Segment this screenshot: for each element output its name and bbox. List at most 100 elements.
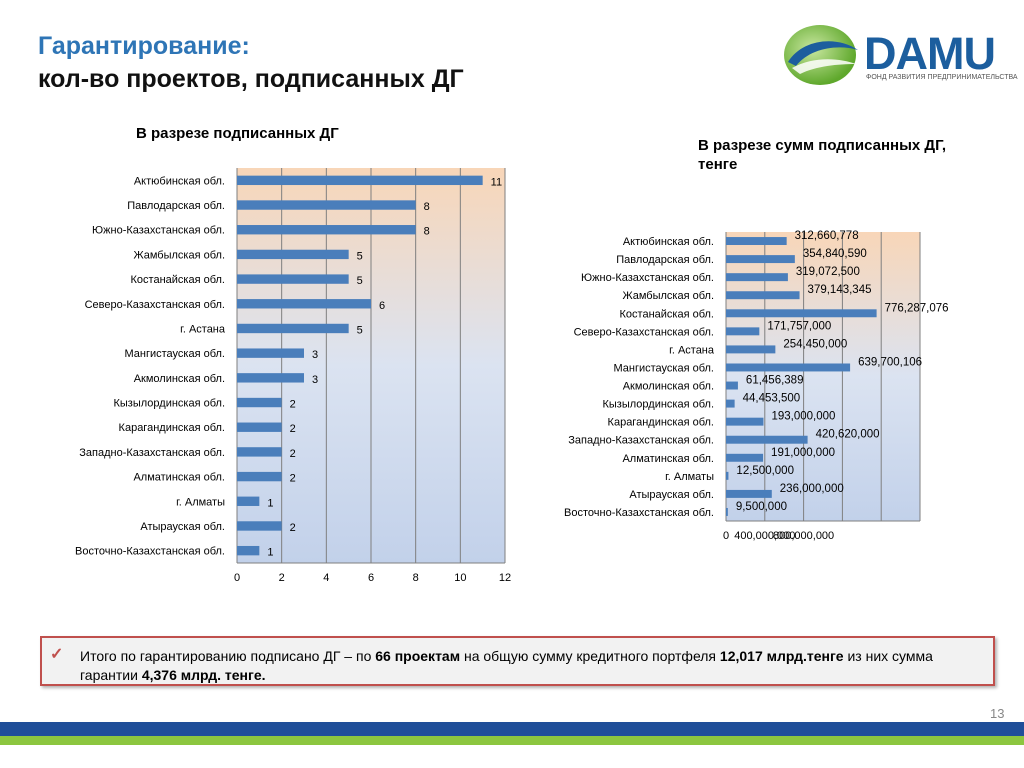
data-label: 776,287,076	[885, 302, 949, 314]
x-tick-label: 400,000,000	[734, 530, 795, 542]
bar	[726, 435, 808, 444]
bar	[237, 348, 304, 358]
category-label: Акмолинская обл.	[134, 373, 225, 385]
right-heading-line2: тенге	[698, 156, 738, 173]
category-label: Костанайская обл.	[620, 308, 714, 320]
category-label: г. Астана	[669, 344, 715, 356]
summary-text: Итого по гарантированию подписано ДГ – п…	[80, 647, 990, 685]
category-label: г. Астана	[180, 323, 226, 335]
category-label: Кызылординская обл.	[602, 399, 714, 411]
bar	[237, 521, 282, 531]
data-label: 379,143,345	[808, 284, 872, 296]
category-label: Южно-Казахстанская обл.	[92, 225, 225, 237]
bar	[237, 323, 349, 334]
data-label: 1	[267, 547, 273, 559]
data-label: 639,700,106	[858, 356, 922, 368]
bar	[237, 496, 260, 506]
bar	[237, 545, 260, 556]
bar	[237, 175, 483, 186]
data-label: 12,500,000	[736, 465, 794, 477]
data-label: 9,500,000	[736, 501, 787, 513]
data-label: 6	[379, 300, 385, 312]
bar	[726, 291, 800, 300]
data-label: 2	[290, 423, 296, 435]
category-label: Актюбинская обл.	[134, 175, 225, 187]
category-label: Павлодарская обл.	[127, 200, 225, 212]
x-tick-label: 4	[323, 572, 329, 584]
damu-logo-icon	[784, 25, 858, 85]
data-label: 11	[491, 176, 502, 188]
x-tick-label: 12	[499, 572, 511, 584]
checkmark-icon: ✓	[50, 646, 64, 663]
amounts-chart: 0 400,000,000 800,000,000 Актюбинская обл. 3…	[0, 225, 949, 560]
data-label: 171,757,000	[767, 320, 831, 332]
bar	[237, 299, 371, 309]
bar	[726, 507, 728, 516]
data-label: 319,072,500	[796, 266, 860, 278]
bar	[726, 399, 735, 408]
x-tick-label: 0	[723, 530, 729, 542]
bar	[237, 471, 282, 482]
bar	[726, 363, 851, 372]
category-label: Карагандинская обл.	[119, 422, 225, 434]
category-label: Мангистауская обл.	[613, 362, 714, 374]
data-label: 5	[357, 250, 363, 262]
bar	[726, 417, 764, 426]
data-label: 3	[312, 349, 318, 361]
bar	[726, 381, 738, 390]
logo-subtitle: ФОНД РАЗВИТИЯ ПРЕДПРИНИМАТЕЛЬСТВА	[866, 74, 1018, 81]
bar	[237, 397, 282, 408]
data-label: 8	[424, 201, 430, 213]
x-tick-label: 800,000,000	[773, 530, 834, 542]
summary-part1: Итого по гарантированию подписано ДГ – п…	[80, 648, 376, 664]
category-label: Северо-Казахстанская обл.	[574, 326, 714, 338]
x-tick-label: 0	[234, 572, 240, 584]
category-label: Южно-Казахстанская обл.	[581, 272, 714, 284]
category-label: Мангистауская обл.	[124, 348, 225, 360]
category-label: Жамбылская обл.	[133, 249, 225, 261]
category-label: Костанайская обл.	[131, 274, 225, 286]
x-tick-label: 10	[454, 572, 466, 584]
bar	[237, 225, 416, 235]
data-label: 2	[290, 473, 296, 485]
category-label: Северо-Казахстанская обл.	[85, 299, 225, 311]
logo-wordmark: DAMU	[864, 28, 996, 79]
summary-part2: на общую сумму кредитного портфеля	[460, 648, 720, 664]
bar	[726, 309, 877, 318]
footer-bar-green	[0, 736, 1024, 745]
data-label: 254,450,000	[783, 338, 847, 350]
category-label: Западно-Казахстанская обл.	[568, 435, 714, 447]
category-label: Карагандинская обл.	[608, 417, 714, 429]
bar	[237, 249, 349, 260]
data-label: 312,660,778	[795, 230, 859, 242]
damu-logo: DAMU ФОНД РАЗВИТИЯ ПРЕДПРИНИМАТЕЛЬСТВА	[778, 20, 1018, 90]
category-label: Атырауская обл.	[629, 489, 714, 501]
left-chart-heading: В разрезе подписанных ДГ	[136, 125, 339, 142]
category-label: Актюбинская обл.	[623, 236, 714, 248]
data-label: 1	[267, 497, 273, 509]
category-label: г. Алматы	[665, 471, 714, 483]
data-label: 61,456,389	[746, 375, 804, 387]
data-label: 2	[290, 399, 296, 411]
category-label: Восточно-Казахстанская обл.	[564, 507, 714, 519]
data-label: 2	[290, 522, 296, 534]
category-label: Кызылординская обл.	[113, 398, 225, 410]
category-label: Атырауская обл.	[140, 521, 225, 533]
bar	[726, 489, 772, 498]
right-chart-heading: В разрезе сумм подписанных ДГ, тенге	[698, 136, 946, 174]
category-label: Павлодарская обл.	[616, 254, 714, 266]
bar	[237, 200, 416, 210]
x-tick-label: 2	[279, 572, 285, 584]
bar	[237, 447, 282, 457]
bar	[726, 255, 795, 264]
data-label: 354,840,590	[803, 248, 867, 260]
summary-guarantee-sum: 4,376 млрд. тенге.	[141, 667, 266, 683]
summary-note: ✓ Итого по гарантированию подписано ДГ –…	[40, 636, 995, 686]
data-label: 5	[357, 324, 363, 336]
category-label: Жамбылская обл.	[622, 290, 714, 302]
summary-portfolio-sum: 12,017 млрд.тенге	[719, 648, 844, 664]
summary-part3: из них сумма гарантии	[80, 648, 933, 683]
x-tick-label: 8	[413, 572, 419, 584]
bar	[237, 373, 304, 383]
